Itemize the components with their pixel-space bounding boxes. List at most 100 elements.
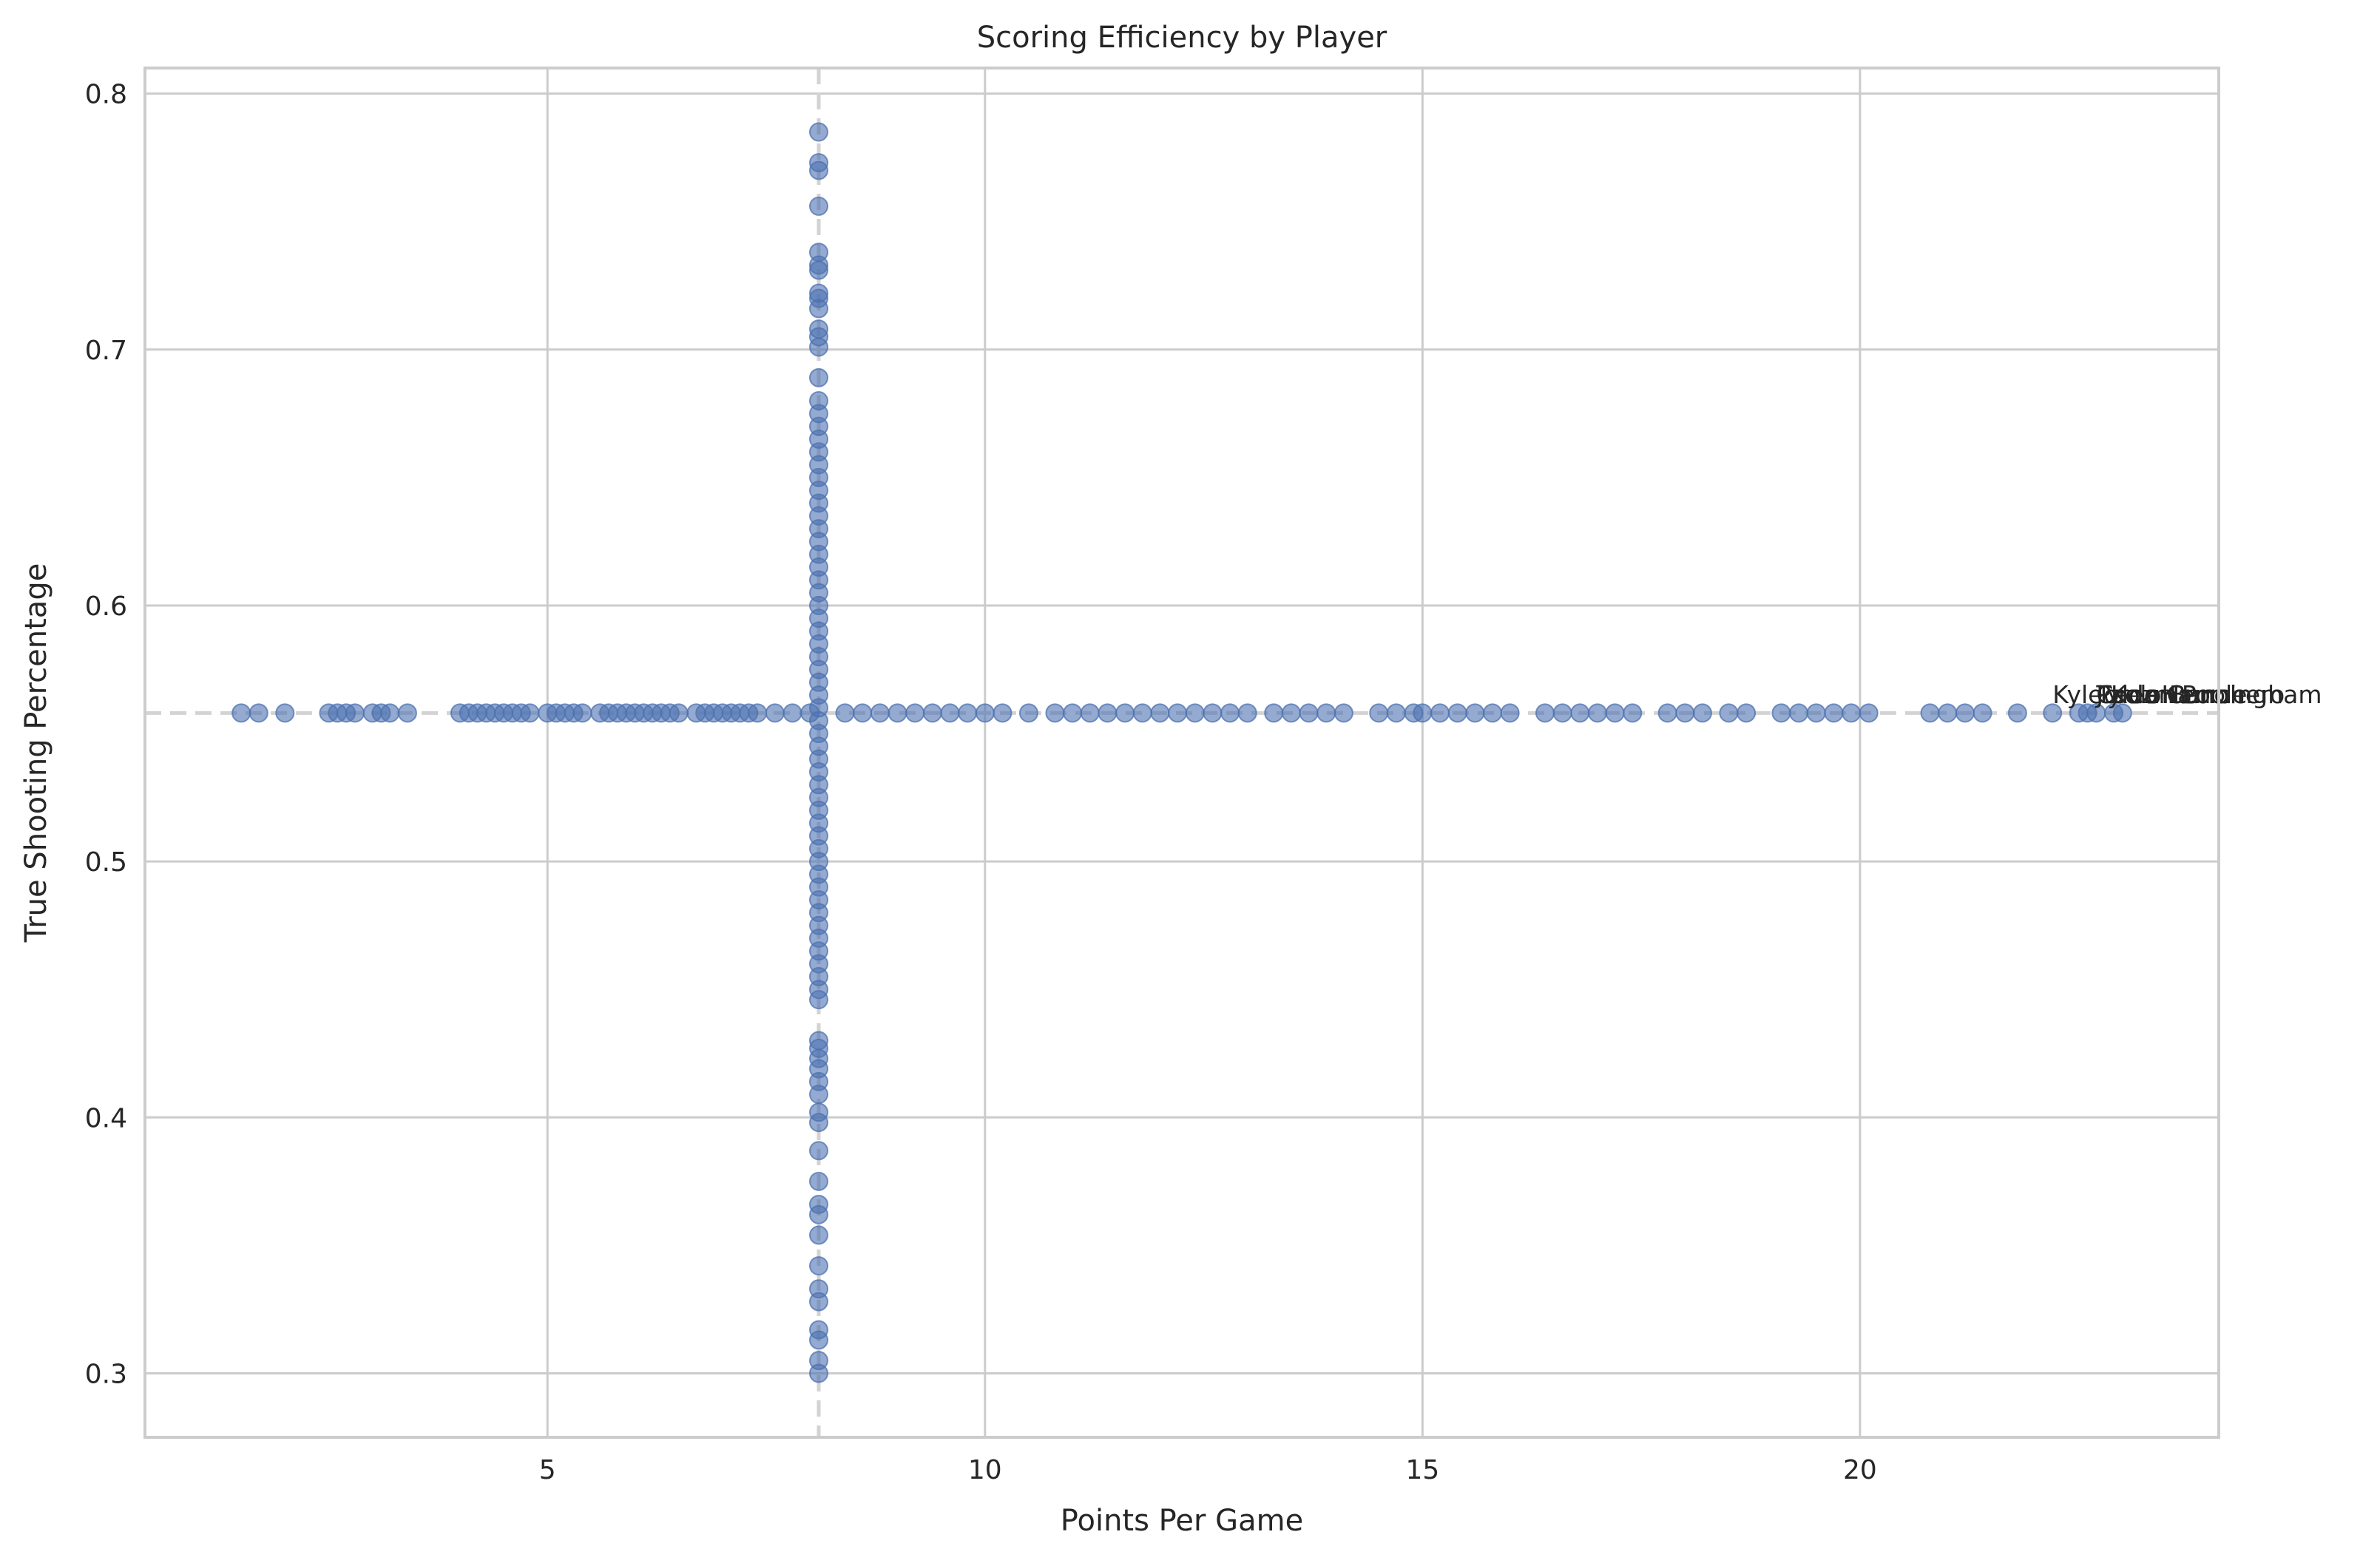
data-point (1333, 703, 1353, 723)
y-tick-label: 0.7 (85, 336, 127, 366)
y-tick-label: 0.6 (85, 591, 127, 622)
data-point (809, 1256, 829, 1276)
data-point (1115, 703, 1135, 723)
data-point (1080, 703, 1100, 723)
x-axis-label: Points Per Game (1061, 1504, 1303, 1538)
data-point (975, 703, 995, 723)
point-annotation: Cade Cunningham (2096, 680, 2322, 709)
data-point (1063, 703, 1083, 723)
data-point (870, 703, 890, 723)
data-point (809, 283, 829, 303)
y-axis-ticks: 0.3 0.4 0.5 0.6 0.7 0.8 (85, 80, 127, 1390)
x-tick-label: 5 (539, 1455, 556, 1485)
data-point (1220, 703, 1240, 723)
data-point (1045, 703, 1065, 723)
point-annotation: Jordan Poole (2095, 680, 2247, 709)
data-point (1859, 703, 1879, 723)
data-point (1552, 703, 1572, 723)
data-point (1132, 703, 1152, 723)
data-point (809, 1351, 829, 1371)
data-point (1842, 703, 1862, 723)
data-point (1500, 703, 1520, 723)
x-tick-label: 20 (1843, 1455, 1877, 1485)
data-point (809, 1279, 829, 1299)
data-point (1264, 703, 1284, 723)
data-point (275, 703, 295, 723)
data-point (782, 703, 802, 723)
data-point (853, 703, 873, 723)
data-point (1386, 703, 1406, 723)
data-point (1281, 703, 1301, 723)
data-point (809, 1171, 829, 1191)
data-point (1447, 703, 1467, 723)
data-point (809, 1031, 829, 1051)
point-annotation: Paolo Banchero (2096, 680, 2285, 709)
chart-title: Scoring Efficiency by Player (977, 21, 1387, 55)
data-point (1237, 703, 1257, 723)
data-point (809, 243, 829, 262)
data-point (669, 703, 689, 723)
data-point (748, 703, 768, 723)
point-annotation: Kyle Kuzma (2052, 680, 2192, 709)
data-point (1185, 703, 1205, 723)
data-point (1018, 703, 1038, 723)
data-point (231, 703, 251, 723)
y-tick-label: 0.3 (85, 1359, 127, 1389)
data-point (1098, 703, 1118, 723)
data-point (809, 1141, 829, 1161)
plot-frame (143, 67, 2220, 1439)
data-point (1369, 703, 1389, 723)
data-point (1465, 703, 1485, 723)
data-point (345, 703, 365, 723)
data-point (520, 703, 540, 723)
data-point (809, 1102, 829, 1122)
data-point (1972, 703, 1992, 723)
data-point (809, 1194, 829, 1214)
data-point (809, 319, 829, 339)
data-point (1535, 703, 1555, 723)
data-point (1657, 703, 1677, 723)
data-point (1316, 703, 1336, 723)
data-point (1675, 703, 1695, 723)
data-point (809, 1320, 829, 1340)
data-point (1168, 703, 1188, 723)
data-point (993, 703, 1012, 723)
data-point (1299, 703, 1319, 723)
y-axis-label: True Shooting Percentage (19, 563, 53, 943)
data-point (1587, 703, 1607, 723)
data-point (765, 703, 785, 723)
data-point (1955, 703, 1975, 723)
data-point (905, 703, 925, 723)
y-tick-label: 0.8 (85, 80, 127, 110)
data-point (1623, 703, 1643, 723)
data-point (809, 196, 829, 216)
data-point (809, 367, 829, 387)
data-point (1150, 703, 1170, 723)
point-annotation: Tyler Herro (2095, 680, 2228, 709)
data-point (2112, 703, 2132, 723)
grid-lines (145, 68, 2219, 1437)
data-point (1789, 703, 1809, 723)
data-point (2007, 703, 2027, 723)
data-point (1203, 703, 1223, 723)
data-point (249, 703, 268, 723)
y-tick-label: 0.4 (85, 1103, 127, 1133)
data-point (2043, 703, 2063, 723)
data-point (1430, 703, 1450, 723)
y-tick-label: 0.5 (85, 847, 127, 878)
data-point (809, 391, 829, 411)
data-point (809, 122, 829, 142)
x-axis-ticks: 5 10 15 20 (539, 1455, 1877, 1485)
data-point (1605, 703, 1625, 723)
data-points (231, 122, 2132, 1383)
data-point (1737, 703, 1757, 723)
data-point (809, 1225, 829, 1245)
data-point (1938, 703, 1958, 723)
data-point (1570, 703, 1590, 723)
data-point (809, 153, 829, 173)
x-tick-label: 15 (1405, 1455, 1439, 1485)
data-point (1771, 703, 1791, 723)
data-point (940, 703, 960, 723)
